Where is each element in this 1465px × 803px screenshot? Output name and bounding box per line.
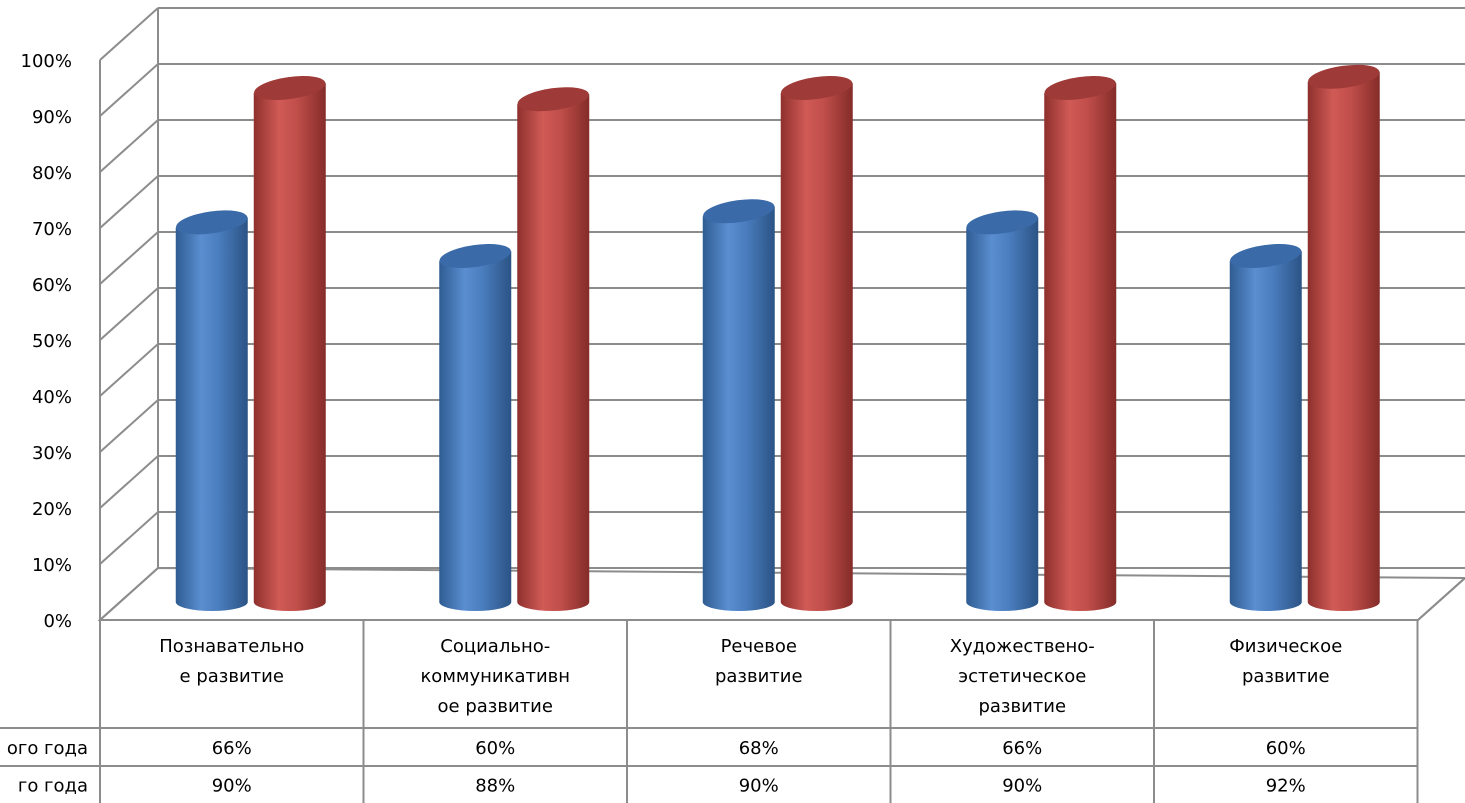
bar-blue bbox=[702, 199, 775, 612]
bar-top bbox=[1308, 64, 1380, 89]
bar-top bbox=[966, 210, 1038, 235]
series-name: ого года bbox=[7, 738, 88, 759]
gridline-side bbox=[99, 343, 159, 397]
category-label: коммуникативн bbox=[420, 666, 570, 687]
y-tick-label: 50% bbox=[32, 331, 72, 352]
bar-red bbox=[780, 76, 853, 612]
bar-blue bbox=[1229, 244, 1302, 612]
gridline-side bbox=[99, 63, 159, 117]
y-tick-label: 40% bbox=[32, 387, 72, 408]
bar-body bbox=[253, 83, 326, 612]
y-tick-label: 80% bbox=[32, 163, 72, 184]
bars bbox=[175, 64, 1380, 612]
bar-top bbox=[439, 244, 511, 268]
bar-body bbox=[702, 206, 775, 612]
table-cell: 68% bbox=[739, 738, 779, 759]
y-tick-label: 100% bbox=[21, 51, 72, 72]
bar-body bbox=[966, 217, 1039, 612]
bar-body bbox=[175, 217, 248, 612]
y-tick-label: 30% bbox=[32, 443, 72, 464]
bar-body bbox=[780, 83, 853, 612]
gridline-side bbox=[99, 287, 159, 341]
bar-top bbox=[176, 210, 248, 235]
bar-top bbox=[517, 87, 589, 112]
gridline-side bbox=[99, 455, 159, 509]
gridline-side bbox=[99, 399, 159, 453]
gridline-side bbox=[99, 7, 159, 61]
data-table: Познавательно е развитие Социально-коммуни… bbox=[0, 620, 1419, 803]
bar-red bbox=[1044, 76, 1117, 612]
table-cell: 90% bbox=[739, 776, 779, 797]
y-tick-label: 10% bbox=[32, 555, 72, 576]
category-label: эстетическое bbox=[958, 666, 1086, 687]
y-tick-label: 90% bbox=[32, 107, 72, 128]
gridline-side bbox=[99, 119, 159, 173]
gridline-side bbox=[99, 511, 159, 565]
table-cell: 90% bbox=[212, 776, 252, 797]
bar-body bbox=[1044, 83, 1117, 612]
bar-red bbox=[253, 76, 326, 612]
gridline-side bbox=[99, 231, 159, 285]
category-label: Социально- bbox=[440, 636, 550, 657]
bar-body bbox=[439, 251, 512, 612]
category-label: Художествено- bbox=[950, 636, 1095, 657]
bar-red bbox=[1307, 64, 1380, 612]
table-cell: 60% bbox=[475, 738, 515, 759]
bar-body bbox=[1307, 71, 1380, 612]
bar-top bbox=[1230, 244, 1302, 268]
category-label: развитие bbox=[1242, 666, 1330, 687]
gridline-side bbox=[99, 567, 159, 621]
table-cell: 66% bbox=[212, 738, 252, 759]
category-label: ое развитие bbox=[438, 696, 553, 717]
bar-top bbox=[703, 199, 775, 224]
bar-red bbox=[517, 87, 590, 612]
bar-body bbox=[517, 94, 590, 612]
category-label: Речевое bbox=[721, 636, 797, 657]
category-label: Познавательно bbox=[159, 636, 304, 657]
category-label: развитие bbox=[978, 696, 1066, 717]
bar-blue bbox=[175, 210, 248, 612]
category-label: Физическое bbox=[1229, 636, 1342, 657]
table-cell: 92% bbox=[1266, 776, 1306, 797]
category-label: развитие bbox=[715, 666, 803, 687]
series-name: го года bbox=[18, 776, 88, 797]
y-tick-label: 60% bbox=[32, 275, 72, 296]
y-axis: 0% 10% 20% 30% 40% 50% 60% 70% 80% 90% 100% bbox=[21, 51, 72, 632]
table-cell: 66% bbox=[1002, 738, 1042, 759]
bar-top bbox=[1044, 76, 1116, 100]
gridline-side bbox=[99, 175, 159, 229]
table-cell: 90% bbox=[1002, 776, 1042, 797]
y-tick-label: 20% bbox=[32, 499, 72, 520]
y-tick-label: 0% bbox=[43, 611, 72, 632]
category-label: е развитие bbox=[180, 666, 284, 687]
y-tick-label: 70% bbox=[32, 219, 72, 240]
bar-top bbox=[781, 76, 853, 100]
bar-top bbox=[254, 76, 326, 100]
table-cell: 88% bbox=[475, 776, 515, 797]
floor-right-edge bbox=[1417, 577, 1465, 621]
table-cell: 60% bbox=[1266, 738, 1306, 759]
bar-body bbox=[1229, 251, 1302, 612]
bar-blue bbox=[966, 210, 1039, 612]
bar-blue bbox=[439, 244, 512, 612]
